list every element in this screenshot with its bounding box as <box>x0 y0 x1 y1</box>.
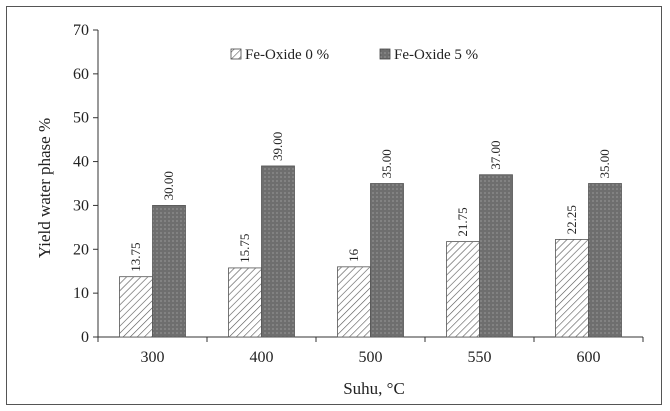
data-label: 37.00 <box>488 140 503 169</box>
y-tick-label: 50 <box>73 110 89 127</box>
x-tick-label: 300 <box>141 349 165 366</box>
data-label: 39.00 <box>270 132 285 161</box>
data-label: 22.25 <box>564 205 579 234</box>
bar-fe-oxide-0 <box>337 266 371 338</box>
plot-area: 0 10 20 30 40 50 60 70 300 13.75 30.00 400 15.75 39.0… <box>73 22 644 366</box>
y-tick-label: 20 <box>73 241 89 258</box>
y-tick-label: 0 <box>81 329 89 346</box>
bar-fe-oxide-5 <box>588 183 622 338</box>
data-label: 21.75 <box>455 207 470 236</box>
y-tick-label: 60 <box>73 66 89 83</box>
x-tick-label: 600 <box>577 349 601 366</box>
x-tick-label: 500 <box>359 349 383 366</box>
x-axis-title: Suhu, °C <box>343 379 405 398</box>
y-tick-label: 10 <box>73 285 89 302</box>
bar-fe-oxide-0 <box>228 267 262 338</box>
legend-swatch-fe-oxide-0 <box>230 48 242 60</box>
bar-fe-oxide-5 <box>261 165 295 338</box>
legend-label-fe-oxide-5: Fe-Oxide 5 % <box>394 47 478 63</box>
data-label: 30.00 <box>161 171 176 200</box>
legend-swatch-fe-oxide-5 <box>379 48 391 60</box>
data-label: 16 <box>346 248 361 262</box>
bar-fe-oxide-5 <box>152 205 186 338</box>
y-axis-title: Yield water phase % <box>35 118 54 258</box>
y-tick-label: 40 <box>73 154 89 171</box>
data-label: 15.75 <box>237 234 252 263</box>
y-tick-label: 70 <box>73 22 89 39</box>
x-tick-label: 400 <box>250 349 274 366</box>
bar-fe-oxide-0 <box>119 276 153 338</box>
chart-frame <box>6 6 662 405</box>
y-tick-label: 30 <box>73 197 89 214</box>
bar-fe-oxide-5 <box>370 183 404 338</box>
data-label: 35.00 <box>379 149 394 178</box>
bar-fe-oxide-0 <box>446 241 480 338</box>
legend: Fe-Oxide 0 % Fe-Oxide 5 % <box>230 47 478 63</box>
data-label: 35.00 <box>597 149 612 178</box>
legend-label-fe-oxide-0: Fe-Oxide 0 % <box>245 47 329 63</box>
bar-fe-oxide-0 <box>555 239 589 338</box>
data-label: 13.75 <box>128 242 143 271</box>
x-tick-label: 550 <box>468 349 492 366</box>
bar-fe-oxide-5 <box>479 174 513 338</box>
